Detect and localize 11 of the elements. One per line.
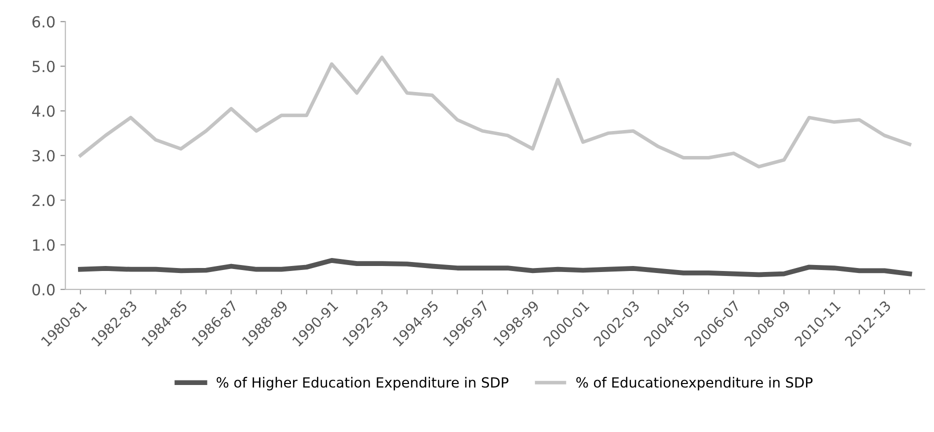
y-tick-label: 0.0 xyxy=(32,284,55,296)
y-tick-label: 2.0 xyxy=(32,194,55,206)
y-tick-label: 1.0 xyxy=(33,239,55,251)
y-tick-label: 6.0 xyxy=(32,16,55,28)
y-tick-label: 4.0 xyxy=(32,105,55,117)
legend-label: % of Higher Education Expenditure in SDP xyxy=(216,376,508,390)
line-series xyxy=(78,56,912,168)
line-series xyxy=(78,258,912,278)
y-tick-label: 3.0 xyxy=(32,150,55,162)
legend-label: % of Educationexpenditure in SDP xyxy=(576,376,813,390)
y-tick-label: 5.0 xyxy=(32,60,55,72)
